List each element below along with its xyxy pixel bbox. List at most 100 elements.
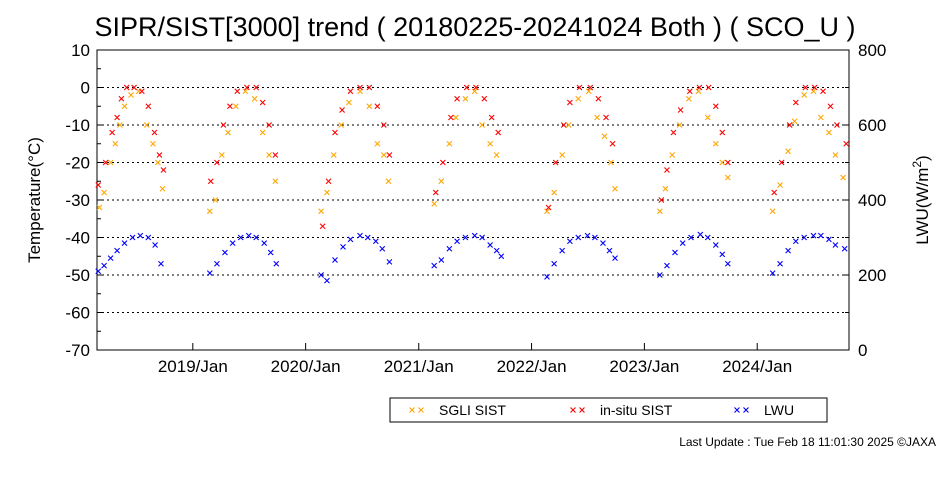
data-point	[143, 122, 150, 128]
legend-label: LWU	[764, 402, 794, 418]
data-point	[145, 234, 152, 241]
data-point	[339, 107, 345, 113]
data-point	[232, 103, 239, 110]
data-point	[471, 232, 478, 239]
data-point	[96, 204, 103, 211]
data-point	[552, 159, 559, 166]
data-point	[679, 240, 686, 247]
data-point	[266, 152, 273, 158]
data-point	[609, 140, 616, 147]
data-point	[379, 245, 386, 252]
y2-tick-label: 600	[858, 116, 886, 135]
data-point	[131, 84, 137, 91]
data-point	[585, 88, 592, 95]
data-point	[114, 114, 120, 121]
data-point	[559, 152, 566, 158]
data-point	[479, 122, 486, 128]
data-point	[114, 247, 120, 254]
data-point	[330, 152, 337, 158]
legend-marker	[734, 407, 740, 413]
y-tick-label: 10	[71, 41, 90, 60]
data-point	[811, 84, 818, 91]
data-point	[101, 262, 107, 269]
legend-marker	[418, 407, 424, 413]
data-point	[792, 238, 799, 245]
data-point	[719, 251, 726, 258]
data-point	[156, 152, 163, 158]
data-point	[218, 152, 225, 158]
data-point	[724, 159, 731, 166]
data-point	[95, 182, 102, 188]
data-point	[481, 95, 488, 102]
data-point	[454, 95, 460, 102]
last-update-text: Last Update : Tue Feb 18 11:01:30 2025 ©…	[679, 435, 936, 449]
data-point	[771, 189, 778, 196]
data-point	[244, 84, 250, 91]
data-point	[452, 114, 459, 121]
y-tick-label: 0	[81, 79, 90, 98]
data-point	[102, 159, 109, 166]
data-point	[332, 129, 338, 136]
data-point	[259, 129, 266, 136]
data-point	[431, 200, 438, 207]
y-tick-label: -20	[65, 154, 90, 173]
data-point	[576, 84, 583, 91]
data-point	[107, 255, 114, 262]
data-point	[473, 84, 479, 91]
data-point	[463, 84, 470, 91]
data-point	[318, 272, 324, 278]
data-point	[251, 95, 258, 102]
series-in-situ-sist	[95, 84, 850, 230]
data-point	[817, 232, 824, 239]
data-point	[222, 249, 228, 256]
data-point	[347, 88, 354, 95]
data-point	[242, 88, 249, 95]
data-point	[253, 84, 260, 91]
data-point	[544, 273, 550, 280]
y-axis-left: 10 0 -10 -20 -30 -40 -50 -60 -70	[65, 41, 104, 360]
data-point	[603, 114, 609, 121]
data-point	[575, 95, 582, 102]
y2-tick-label: 400	[858, 191, 886, 210]
data-point	[498, 253, 505, 260]
data-point	[802, 84, 809, 91]
y2-tick-label: 200	[858, 266, 886, 285]
data-point	[826, 236, 832, 243]
grid-lines	[97, 87, 849, 313]
data-point	[138, 88, 145, 95]
data-point	[454, 238, 460, 245]
data-point	[332, 257, 338, 263]
data-point	[785, 148, 791, 155]
y2-tick-label: 800	[858, 41, 886, 60]
data-point	[206, 270, 213, 277]
data-point	[109, 129, 116, 136]
data-point	[116, 122, 123, 128]
series-sgli-sist	[96, 88, 847, 215]
legend-marker	[579, 407, 585, 413]
data-point	[487, 242, 494, 248]
data-point	[493, 247, 500, 254]
data-point	[374, 140, 381, 147]
data-point	[380, 152, 387, 158]
data-point	[107, 159, 114, 166]
data-point	[129, 234, 136, 241]
data-point	[712, 242, 719, 248]
legend-label: SGLI SIST	[439, 402, 506, 418]
data-point	[592, 234, 598, 241]
data-point	[225, 129, 231, 136]
data-point	[374, 103, 381, 110]
data-point	[777, 260, 783, 267]
data-point	[479, 234, 486, 241]
data-point	[438, 178, 445, 185]
data-point	[551, 189, 558, 196]
data-point	[606, 247, 613, 254]
y2-tick-label: 0	[858, 341, 867, 360]
data-point	[158, 260, 164, 267]
data-point	[676, 122, 683, 128]
data-point	[677, 107, 684, 113]
data-point	[719, 129, 726, 136]
data-point	[777, 182, 783, 188]
data-point	[601, 133, 608, 140]
data-point	[207, 178, 214, 185]
data-point	[234, 88, 241, 95]
